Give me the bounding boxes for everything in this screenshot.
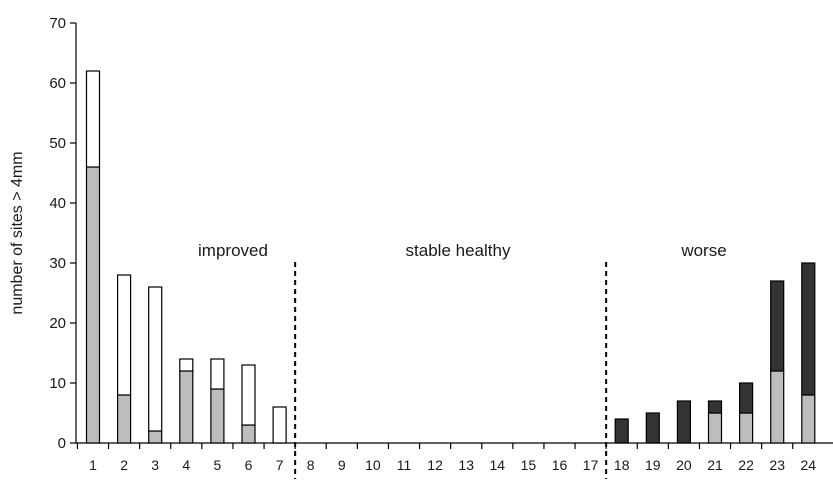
bar-segment-5-s0	[210, 388, 225, 444]
x-tick-label-2: 2	[120, 457, 128, 473]
bar-segment-5-s1	[210, 358, 225, 390]
y-tick-label: 50	[49, 135, 66, 152]
y-tick-label: 70	[49, 15, 66, 32]
bar-segment-6-s0	[241, 424, 256, 444]
x-tick-label-9: 9	[338, 457, 346, 473]
y-tick-label: 20	[49, 315, 66, 332]
y-tick-label: 30	[49, 255, 66, 272]
bar-segment-18-s2	[614, 418, 629, 444]
x-tick-label-13: 13	[458, 457, 474, 473]
bar-segment-7-s1	[272, 406, 287, 444]
x-tick-label-20: 20	[676, 457, 692, 473]
bar-segment-1-s1	[85, 70, 101, 168]
x-tick-label-3: 3	[151, 457, 159, 473]
region-labels: improved stable healthy worse	[198, 241, 727, 260]
y-ticks: 0 10 20 30 40 50 60 70	[49, 15, 76, 452]
x-tick-label-11: 11	[397, 457, 412, 473]
y-axis-label: number of sites > 4mm	[9, 151, 26, 314]
y-tick-label: 40	[49, 195, 66, 212]
bars	[85, 70, 816, 444]
bar-segment-2-s1	[116, 274, 132, 396]
x-tick-label-8: 8	[307, 457, 315, 473]
x-tick-label-7: 7	[276, 457, 284, 473]
region-label-stable-healthy: stable healthy	[406, 241, 511, 260]
bar-segment-3-s0	[148, 430, 163, 444]
bar-segment-4-s0	[179, 370, 194, 444]
x-tick-label-10: 10	[365, 457, 381, 473]
x-tick-label-6: 6	[245, 457, 253, 473]
x-tick-label-21: 21	[707, 457, 723, 473]
bar-segment-24-s2	[801, 262, 816, 396]
x-tick-label-18: 18	[614, 457, 630, 473]
x-tick-label-1: 1	[89, 457, 97, 473]
bar-segment-22-s0	[738, 412, 754, 444]
x-tick-label-16: 16	[552, 457, 568, 473]
x-tick-label-17: 17	[583, 457, 599, 473]
x-tick-label-5: 5	[214, 457, 222, 473]
x-tick-label-24: 24	[801, 457, 817, 473]
x-tick-label-22: 22	[738, 457, 754, 473]
x-tick-label-12: 12	[427, 457, 443, 473]
x-tick-label-19: 19	[645, 457, 661, 473]
region-label-improved: improved	[198, 241, 268, 260]
bar-segment-20-s2	[676, 400, 692, 444]
bar-segment-22-s2	[738, 382, 754, 414]
bar-segment-21-s2	[707, 400, 723, 414]
x-tick-label-14: 14	[490, 457, 506, 473]
region-dividers	[294, 262, 608, 479]
bar-segment-3-s1	[148, 286, 163, 432]
x-tick-label-23: 23	[769, 457, 785, 473]
bar-segment-2-s0	[116, 394, 132, 444]
bar-segment-1-s0	[85, 166, 101, 444]
x-tick-labels: 1 2 3 4 5 6 7 8 9 10 11 12 13 14 15 16 17 18 19 20 21 22 23 24	[76, 443, 817, 473]
bar-segment-21-s0	[707, 412, 723, 444]
bar-segment-19-s2	[645, 412, 660, 444]
y-tick-label: 60	[49, 75, 66, 92]
y-tick-label: 0	[58, 435, 66, 452]
bar-segment-4-s1	[179, 358, 194, 372]
bar-segment-23-s2	[770, 280, 785, 372]
bar-segment-6-s1	[241, 364, 256, 426]
y-tick-label: 10	[49, 375, 66, 392]
bar-segment-23-s0	[770, 370, 785, 444]
region-label-worse: worse	[680, 241, 726, 260]
x-tick-label-4: 4	[182, 457, 190, 473]
bar-segment-24-s0	[801, 394, 816, 444]
x-tick-label-15: 15	[521, 457, 537, 473]
